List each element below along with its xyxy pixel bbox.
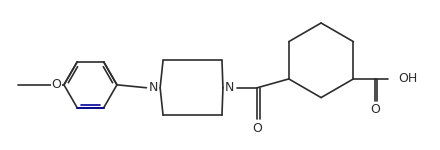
Text: O: O bbox=[370, 103, 380, 116]
Text: N: N bbox=[149, 81, 158, 94]
Text: OH: OH bbox=[399, 72, 418, 86]
Text: O: O bbox=[51, 78, 61, 91]
Text: O: O bbox=[253, 122, 262, 135]
Text: N: N bbox=[225, 81, 235, 94]
